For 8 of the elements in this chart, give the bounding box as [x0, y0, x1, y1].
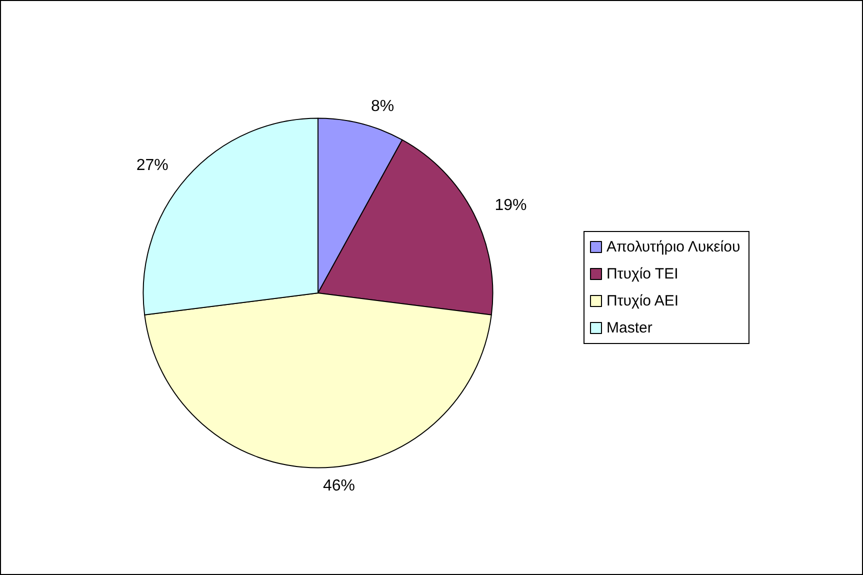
legend-label: Πτυχίο ΤΕΙ — [606, 266, 678, 282]
legend-label: Πτυχίο ΑΕΙ — [606, 292, 679, 310]
legend-label: Απολυτήριο Λυκείου — [606, 238, 740, 256]
data-label: 46% — [323, 477, 356, 494]
data-label: 8% — [370, 98, 394, 115]
data-label: 19% — [494, 196, 527, 214]
legend-label: Master — [606, 320, 652, 336]
data-label: 27% — [136, 157, 168, 174]
